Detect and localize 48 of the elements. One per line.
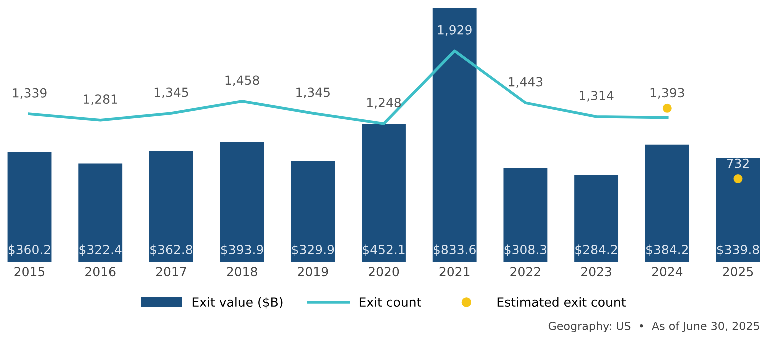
- bar: [78, 164, 123, 262]
- bar: [645, 144, 690, 262]
- data-label: 1,393: [650, 88, 684, 99]
- bar: [504, 168, 548, 262]
- data-label: 1,314: [580, 91, 614, 102]
- data-label: $362.8: [150, 244, 192, 256]
- data-label: $452.1: [363, 244, 405, 256]
- x-tick-label: 2019: [298, 267, 328, 277]
- bar: [220, 142, 264, 262]
- data-label: 1,345: [154, 88, 188, 98]
- data-label: 1,929: [438, 25, 472, 36]
- x-tick-label: 2022: [510, 267, 540, 277]
- x-tick-label: 2021: [440, 267, 470, 277]
- legend-label: Exit count: [360, 297, 422, 308]
- legend-label: Estimated exit count: [498, 297, 626, 308]
- data-label: 732: [727, 158, 749, 168]
- bar: [362, 124, 406, 262]
- data-label: $360.2: [8, 244, 50, 256]
- data-label: $384.2: [646, 244, 688, 256]
- x-tick-label: 2015: [14, 267, 45, 277]
- data-label: $329.9: [292, 244, 334, 256]
- data-label: 1,443: [509, 77, 543, 88]
- bar: [149, 151, 194, 262]
- data-label: 1,339: [13, 88, 47, 100]
- x-tick-label: 2024: [652, 267, 683, 277]
- x-tick-label: 2017: [156, 267, 186, 277]
- x-tick-label: 2016: [86, 267, 116, 277]
- data-label: 1,458: [226, 76, 260, 86]
- bar: [716, 158, 760, 262]
- data-label: 1,281: [84, 94, 118, 106]
- text: Geography: US • As of June 30, 2025: [548, 322, 760, 333]
- data-label: $322.4: [80, 244, 122, 256]
- data-label: $833.6: [434, 244, 476, 256]
- x-tick-label: 2025: [723, 267, 754, 277]
- x-tick-label: 2018: [227, 267, 258, 277]
- data-label: $393.9: [221, 244, 264, 256]
- data-label: 1,248: [367, 98, 402, 109]
- x-tick-label: 2023: [582, 267, 612, 277]
- bar: [432, 8, 477, 262]
- data-label: $308.3: [504, 244, 547, 256]
- bar: [8, 152, 52, 262]
- data-label: $339.8: [717, 244, 760, 256]
- data-label: $284.2: [576, 244, 618, 256]
- data-label: 1,345: [296, 88, 330, 98]
- bar: [574, 175, 619, 262]
- bar: [291, 161, 336, 262]
- legend-label: Exit value ($B): [192, 297, 283, 309]
- x-tick-label: 2020: [369, 267, 400, 277]
